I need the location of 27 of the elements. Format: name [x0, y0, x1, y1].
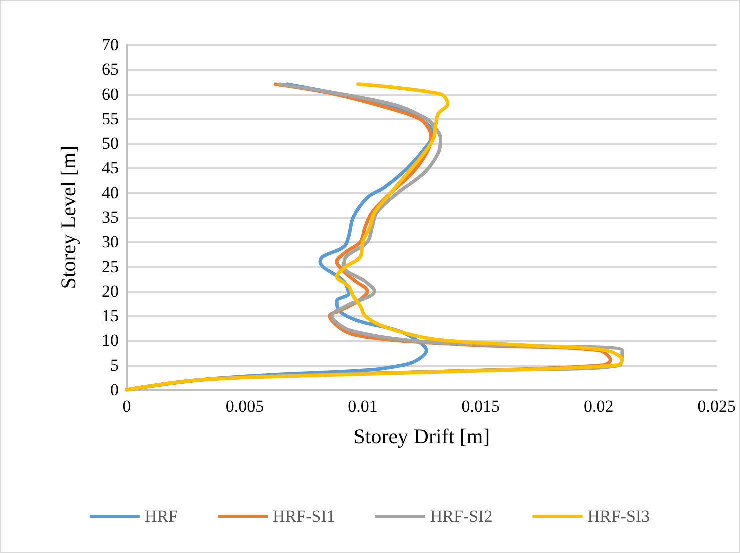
y-tick-label: 60: [102, 84, 119, 104]
legend-label: HRF-SI2: [430, 507, 493, 526]
y-tick-label: 65: [102, 60, 119, 80]
y-axis-title: Storey Level [m]: [56, 146, 80, 290]
x-tick-label: 0.025: [698, 397, 736, 416]
x-tick-label: 0.015: [462, 397, 500, 416]
y-tick-label: 50: [102, 134, 119, 154]
x-axis-title: Storey Drift [m]: [354, 424, 490, 448]
y-tick-label: 40: [102, 183, 119, 202]
y-tick-label: 20: [102, 282, 119, 301]
y-tick-label: 5: [110, 356, 119, 375]
legend-label: HRF-SI3: [588, 507, 650, 526]
x-tick-label: 0.005: [226, 397, 264, 416]
y-tick-label: 30: [102, 232, 119, 252]
x-tick-label: 0.02: [584, 397, 614, 416]
x-tick-label: 0: [122, 397, 132, 416]
y-tick-label: 70: [102, 36, 119, 54]
y-tick-label: 15: [102, 306, 119, 326]
legend-label: HRF: [144, 507, 178, 526]
y-tick-label: 55: [102, 109, 119, 128]
legend-label: HRF-SI1: [273, 507, 336, 526]
y-tick-label: 10: [102, 331, 119, 350]
y-tick-label: 35: [102, 208, 119, 227]
x-tick-label: 0.01: [348, 397, 378, 416]
y-tick-label: 45: [102, 158, 119, 178]
y-tick-label: 25: [102, 257, 119, 276]
y-tick-label: 0: [110, 380, 119, 400]
